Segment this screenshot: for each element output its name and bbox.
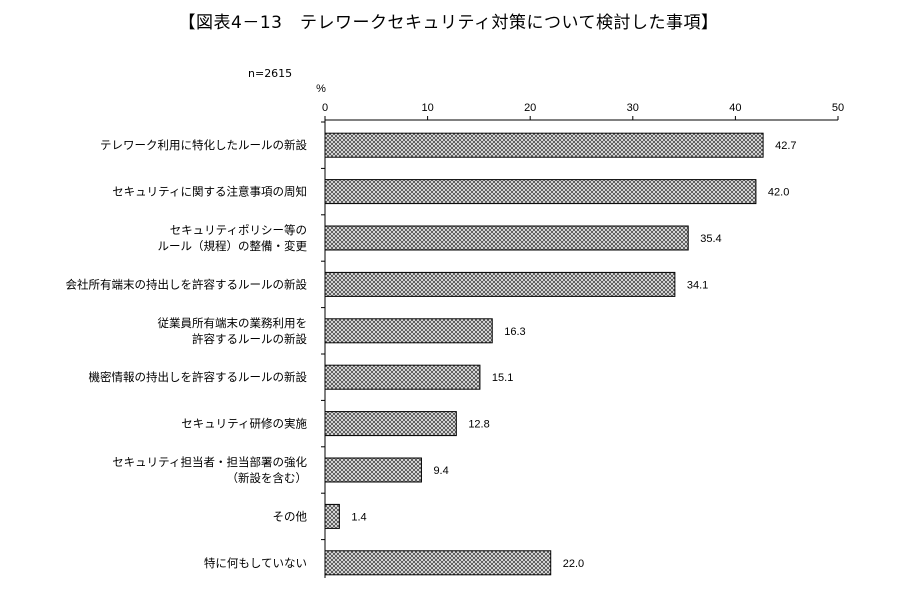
x-tick-label: 40 — [729, 102, 741, 114]
x-tick-label: 0 — [322, 102, 328, 114]
bar-value-label: 42.0 — [768, 187, 789, 199]
category-label: テレワーク利用に特化したルールの新設 — [100, 138, 307, 152]
bar-value-label: 34.1 — [687, 279, 708, 291]
sample-size-label: n=2615 — [248, 67, 293, 80]
bar-value-label: 12.8 — [468, 419, 489, 431]
category-label: （新設を含む） — [227, 471, 308, 485]
bar — [324, 550, 552, 576]
category-label: セキュリティに関する注意事項の周知 — [112, 185, 307, 199]
bar — [324, 503, 340, 529]
category-label: 許容するルールの新設 — [192, 332, 307, 346]
bar-value-label: 9.4 — [433, 465, 448, 477]
bar — [324, 411, 457, 437]
bar — [324, 132, 764, 158]
unit-label: % — [316, 83, 326, 95]
category-label: セキュリティポリシー等の — [170, 223, 307, 237]
x-tick-label: 50 — [832, 102, 844, 114]
category-label: 機密情報の持出しを許容するルールの新設 — [89, 370, 308, 384]
bar — [324, 318, 493, 344]
bar — [324, 271, 676, 297]
x-tick-label: 30 — [627, 102, 639, 114]
bar — [324, 364, 481, 390]
bar-value-label: 42.7 — [775, 140, 796, 152]
chart-title: 【図表4－13 テレワークセキュリティ対策について検討した事項】 — [178, 13, 719, 33]
bar — [324, 457, 422, 483]
bar-value-label: 1.4 — [351, 511, 366, 523]
category-label: ルール（規程）の整備・変更 — [158, 239, 308, 253]
category-label: 従業員所有端末の業務利用を — [158, 316, 308, 330]
x-tick-label: 10 — [421, 102, 433, 114]
category-label: 特に何もしていない — [204, 556, 307, 570]
bar — [324, 179, 757, 205]
bar-value-label: 16.3 — [504, 326, 525, 338]
bar — [324, 225, 689, 251]
bar-value-label: 35.4 — [700, 233, 721, 245]
bar-value-label: 15.1 — [492, 372, 513, 384]
category-label: セキュリティ研修の実施 — [181, 417, 307, 431]
x-tick-label: 20 — [524, 102, 536, 114]
category-label: 会社所有端末の持出しを許容するルールの新設 — [66, 277, 308, 291]
category-label: その他 — [273, 509, 308, 523]
category-label: セキュリティ担当者・担当部署の強化 — [112, 455, 307, 469]
bar-value-label: 22.0 — [563, 558, 584, 570]
